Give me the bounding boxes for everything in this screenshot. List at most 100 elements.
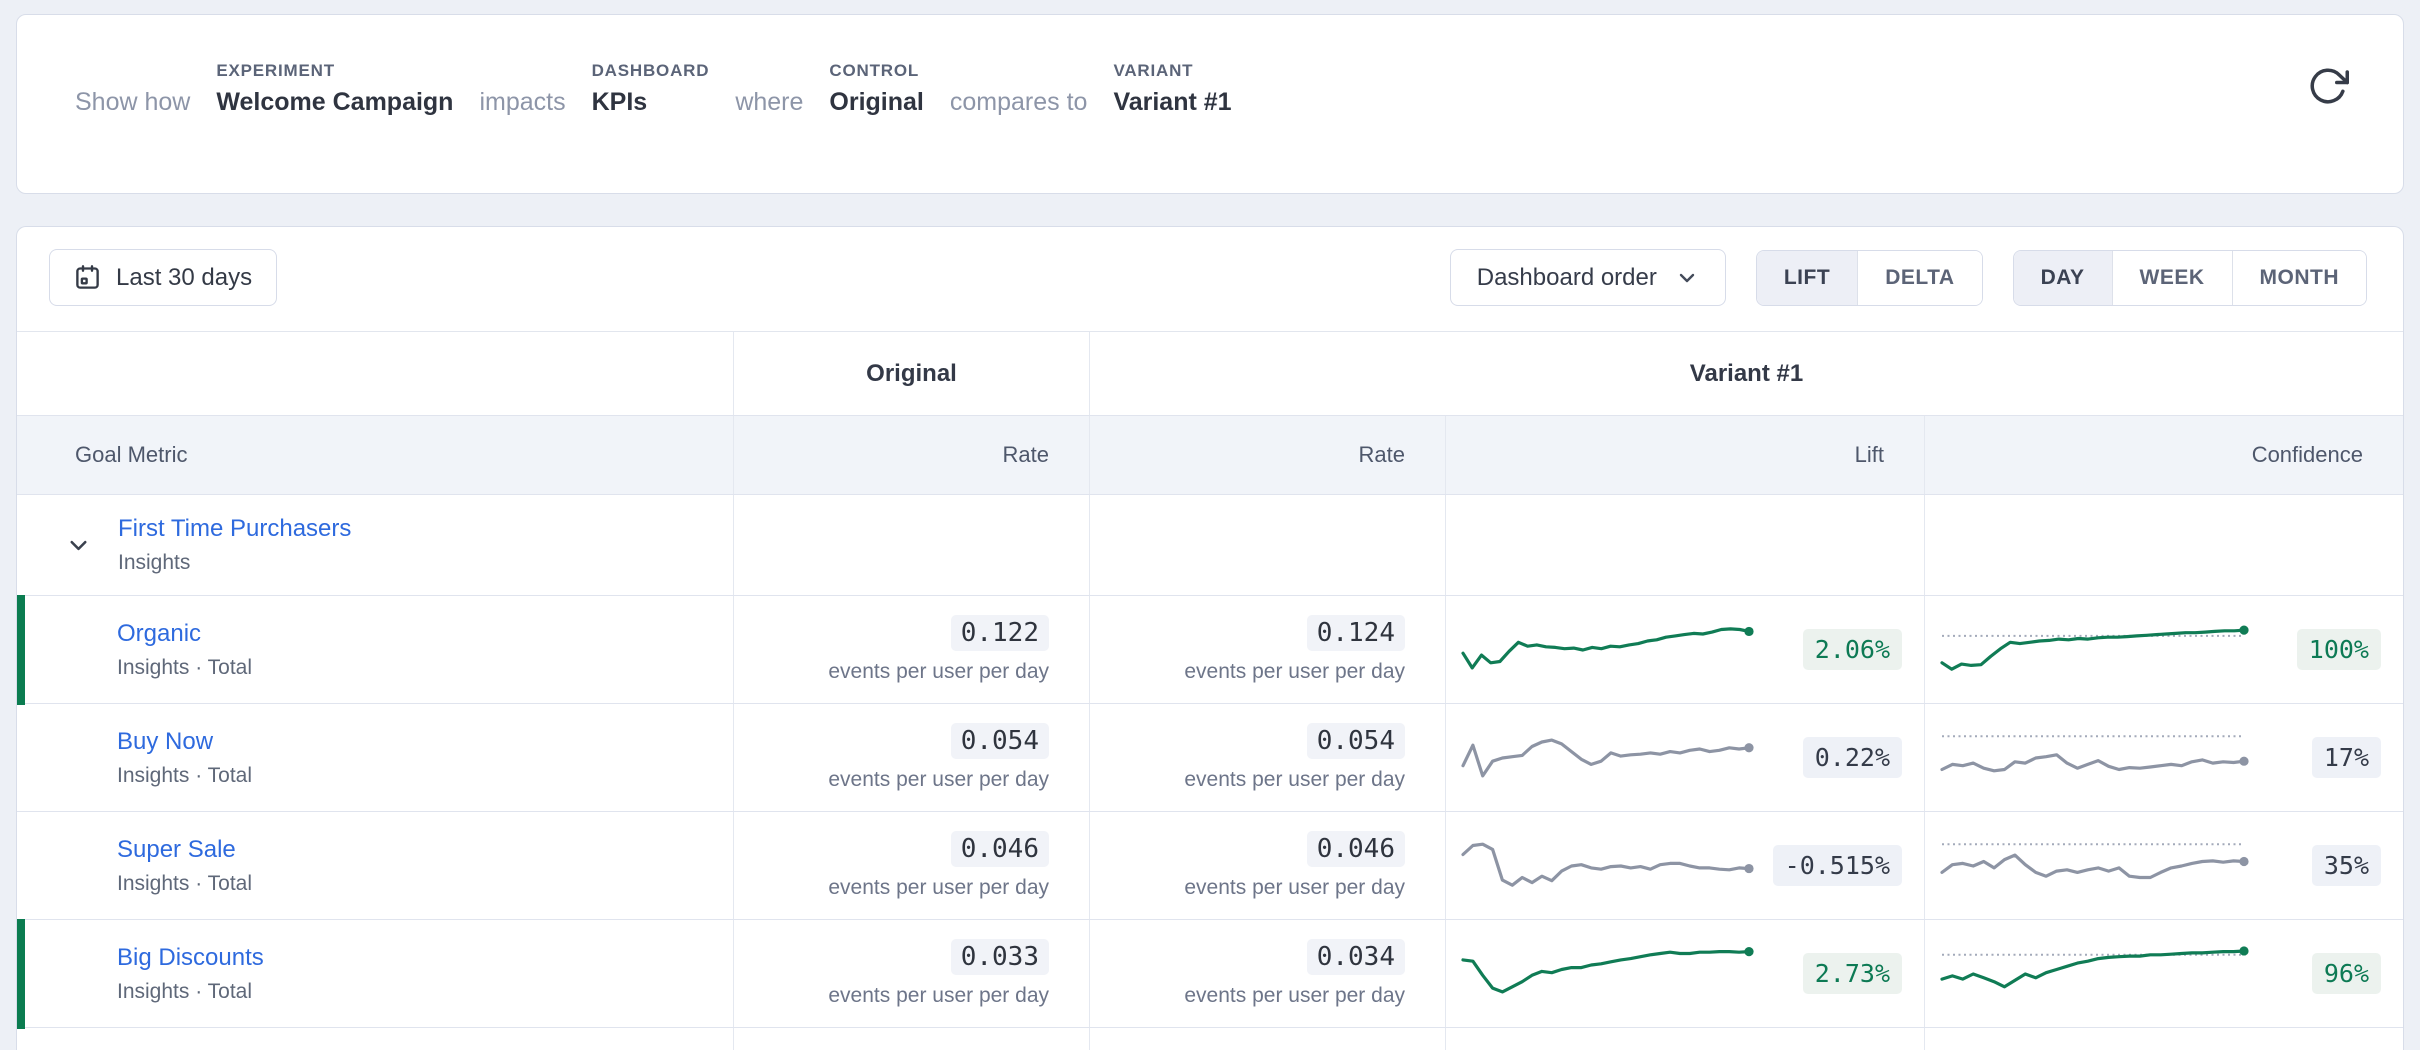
metric-link[interactable]: Super Sale [117,835,236,863]
table-row[interactable]: Big Discounts Insights · Total 0.033 eve… [17,918,2403,1029]
control-rate-column-header: Rate [733,416,1089,494]
month-tab[interactable]: MONTH [2231,250,2366,305]
refresh-button[interactable] [2305,63,2351,109]
rate-unit: events per user per day [828,660,1049,683]
date-range-label: Last 30 days [116,263,253,291]
chevron-down-icon [1679,273,1695,282]
rate-unit: events per user per day [828,984,1049,1007]
confidence-value: 35% [2311,845,2381,886]
dashboard-value[interactable]: KPIs [591,88,648,116]
lift-sparkline [1461,738,1754,778]
metric-link[interactable]: First Time Purchasers [118,515,352,542]
confidence-cell: 35% [1924,812,2403,919]
metric-source: Insights · Total [117,979,253,1003]
control-rate-cell: 0.046 events per user per day [733,812,1089,919]
dashboard-term[interactable]: DASHBOARD KPIs [592,61,710,117]
metric-source: Insights · Total [117,871,253,895]
refresh-icon [2310,68,2349,104]
week-tab[interactable]: WEEK [2111,250,2232,305]
metric-link[interactable]: Organic [117,619,202,647]
rate-value: 0.054 [950,723,1049,759]
dashboard-order-dropdown[interactable]: Dashboard order [1449,249,1726,306]
table-row-clipped [17,1027,2403,1050]
compares-text: compares to [949,88,1088,116]
confidence-sparkline [1940,625,2249,671]
rate-value: 0.033 [950,939,1049,975]
day-tab[interactable]: DAY [2013,250,2112,305]
collapse-chevron-icon[interactable] [65,532,92,559]
confidence-value: 100% [2296,629,2381,670]
table-group-header: Original Variant #1 [17,331,2403,415]
variant-group-header: Variant #1 [1089,332,2403,415]
results-table: Original Variant #1 Goal Metric Rate Rat… [17,331,2403,1050]
confidence-sparkline [1940,734,2249,772]
lift-value: 0.22% [1802,737,1902,778]
toolbar-right-controls: Dashboard order LIFT DELTA DAY WEEK MONT… [1449,249,2367,306]
where-text: where [735,88,804,116]
metric-source: Insights [118,551,191,574]
variant-rate-cell: 0.034 events per user per day [1089,920,1445,1027]
query-sentence: Show how EXPERIMENT Welcome Campaign imp… [17,15,2403,117]
control-group-header: Original [733,332,1089,415]
lift-sparkline [1461,842,1754,887]
rate-unit: events per user per day [1184,768,1405,791]
control-label: CONTROL [829,61,920,80]
confidence-cell: 96% [1924,920,2403,1027]
impacts-text: impacts [479,88,566,116]
confidence-cell: 100% [1924,596,2403,703]
dashboard-label: DASHBOARD [591,61,710,80]
calendar-icon [76,265,99,289]
lift-delta-toggle: LIFT DELTA [1755,249,1983,306]
confidence-value: 17% [2311,737,2381,778]
lift-cell: -0.515% [1445,812,1924,919]
table-row-parent[interactable]: First Time Purchasers Insights [17,494,2403,595]
confidence-column-header: Confidence [1924,416,2403,494]
lift-cell: 2.73% [1445,920,1924,1027]
lift-sparkline [1461,946,1754,994]
control-rate-cell: 0.033 events per user per day [733,920,1089,1027]
granularity-toggle: DAY WEEK MONTH [2012,249,2367,306]
confidence-sparkline [1940,945,2249,988]
intro-text: Show how [75,88,191,116]
experiment-value[interactable]: Welcome Campaign [216,88,454,116]
rate-value: 0.046 [1306,831,1405,867]
variant-rate-cell: 0.046 events per user per day [1089,812,1445,919]
delta-tab[interactable]: DELTA [1857,250,1982,305]
table-row[interactable]: Super Sale Insights · Total 0.046 events… [17,811,2403,919]
rate-value: 0.034 [1306,939,1405,975]
rate-unit: events per user per day [1184,876,1405,899]
table-row[interactable]: Organic Insights · Total 0.122 events pe… [17,594,2403,705]
variant-rate-column-header: Rate [1089,416,1445,494]
dashboard-order-label: Dashboard order [1476,263,1657,291]
control-rate-cell: 0.054 events per user per day [733,704,1089,811]
control-term[interactable]: CONTROL Original [829,61,923,117]
control-rate-cell: 0.122 events per user per day [733,596,1089,703]
experiment-term[interactable]: EXPERIMENT Welcome Campaign [216,61,453,117]
metric-link[interactable]: Buy Now [117,727,214,755]
rate-unit: events per user per day [828,768,1049,791]
variant-rate-cell: 0.124 events per user per day [1089,596,1445,703]
metric-link[interactable]: Big Discounts [117,943,264,971]
rate-unit: events per user per day [1184,984,1405,1007]
experiment-label: EXPERIMENT [216,61,335,80]
goal-metric-column-header: Goal Metric [75,442,188,467]
variant-label: VARIANT [1113,61,1194,80]
report-toolbar: Last 30 days Dashboard order LIFT DELTA … [17,227,2403,331]
control-value[interactable]: Original [829,88,924,116]
query-builder-card: Show how EXPERIMENT Welcome Campaign imp… [16,14,2404,194]
lift-cell: 0.22% [1445,704,1924,811]
lift-value: 2.73% [1802,953,1902,994]
lift-tab[interactable]: LIFT [1756,250,1858,305]
variant-term[interactable]: VARIANT Variant #1 [1113,61,1231,117]
confidence-cell: 17% [1924,704,2403,811]
lift-cell: 2.06% [1445,596,1924,703]
date-range-button[interactable]: Last 30 days [49,249,278,306]
variant-value[interactable]: Variant #1 [1113,88,1232,116]
rate-value: 0.122 [950,615,1049,651]
lift-column-header: Lift [1445,416,1924,494]
metric-source: Insights · Total [117,655,253,679]
lift-sparkline [1461,626,1754,670]
table-row[interactable]: Buy Now Insights · Total 0.054 events pe… [17,703,2403,811]
metric-source: Insights · Total [117,763,253,787]
lift-value: -0.515% [1772,845,1902,886]
